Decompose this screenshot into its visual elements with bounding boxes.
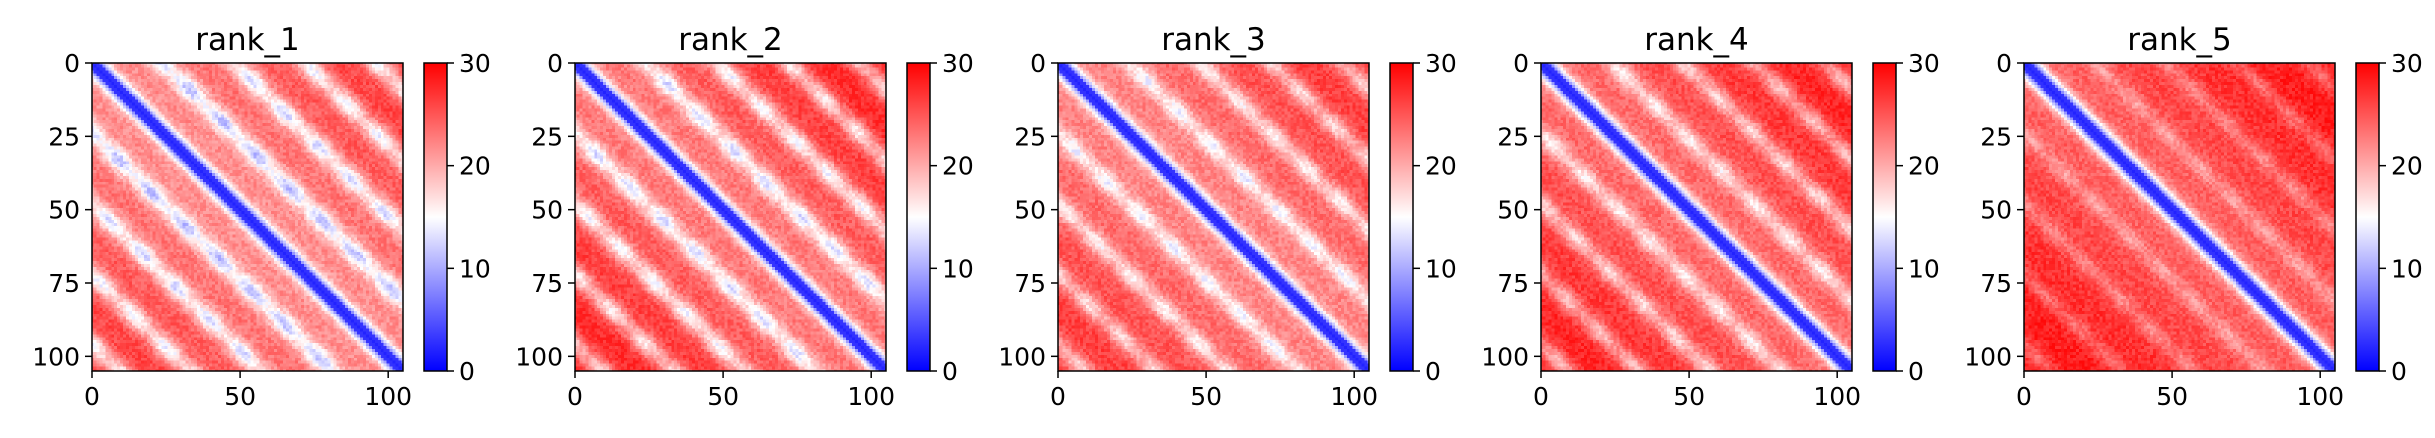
colorbar-tick-label: 0 xyxy=(2391,357,2407,386)
y-tick-label: 50 xyxy=(1980,196,2012,225)
colorbar-tick-label: 0 xyxy=(1425,357,1441,386)
x-tick-label: 100 xyxy=(847,382,895,411)
x-tick-label: 50 xyxy=(224,382,256,411)
heatmap-cells xyxy=(2024,63,2335,371)
colorbar-tick-label: 20 xyxy=(2391,152,2423,181)
colorbar xyxy=(907,63,930,371)
y-tick-label: 50 xyxy=(1014,196,1046,225)
chart-title: rank_4 xyxy=(1644,22,1749,58)
colorbar-tick-label: 10 xyxy=(459,254,491,283)
colorbar-tick-label: 0 xyxy=(942,357,958,386)
chart-title: rank_2 xyxy=(678,22,783,58)
heatmap-cells xyxy=(1541,63,1852,371)
heatmap-cells xyxy=(575,63,886,371)
y-tick-label: 50 xyxy=(1497,196,1529,225)
colorbar xyxy=(424,63,447,371)
y-tick-label: 0 xyxy=(1513,49,1529,78)
colorbar-frame xyxy=(423,62,448,372)
y-tick-label: 0 xyxy=(64,49,80,78)
y-tick-label: 0 xyxy=(547,49,563,78)
colorbar-frame xyxy=(2355,62,2380,372)
plot-frame xyxy=(1057,62,1370,372)
x-tick-label: 50 xyxy=(2156,382,2188,411)
colorbar-tick-label: 0 xyxy=(459,357,475,386)
colorbar-frame xyxy=(1389,62,1414,372)
x-tick-label: 100 xyxy=(364,382,412,411)
y-tick-label: 100 xyxy=(32,342,80,371)
colorbar-tick-label: 10 xyxy=(2391,254,2423,283)
y-tick-label: 75 xyxy=(1497,269,1529,298)
y-tick-label: 75 xyxy=(531,269,563,298)
y-tick-label: 75 xyxy=(48,269,80,298)
x-tick-label: 50 xyxy=(1673,382,1705,411)
x-tick-label: 0 xyxy=(2016,382,2032,411)
y-tick-label: 75 xyxy=(1980,269,2012,298)
colorbar-tick-label: 0 xyxy=(1908,357,1924,386)
y-tick-label: 100 xyxy=(998,342,1046,371)
y-tick-label: 100 xyxy=(1964,342,2012,371)
colorbar-tick-label: 30 xyxy=(1908,49,1940,78)
x-tick-label: 50 xyxy=(707,382,739,411)
x-tick-label: 0 xyxy=(567,382,583,411)
colorbar-tick-label: 20 xyxy=(942,152,974,181)
x-tick-label: 0 xyxy=(1533,382,1549,411)
plot-frame xyxy=(1540,62,1853,372)
y-tick-label: 100 xyxy=(1481,342,1529,371)
colorbar-tick-label: 30 xyxy=(2391,49,2423,78)
x-tick-label: 100 xyxy=(1813,382,1861,411)
plot-frame xyxy=(574,62,887,372)
y-tick-label: 50 xyxy=(48,196,80,225)
plot-frame xyxy=(2023,62,2336,372)
x-tick-label: 100 xyxy=(1330,382,1378,411)
y-tick-label: 75 xyxy=(1014,269,1046,298)
colorbar xyxy=(2356,63,2379,371)
chart-title: rank_5 xyxy=(2127,22,2232,58)
colorbar-tick-label: 30 xyxy=(942,49,974,78)
colorbar xyxy=(1873,63,1896,371)
plot-frame xyxy=(91,62,404,372)
x-tick-label: 50 xyxy=(1190,382,1222,411)
x-tick-label: 0 xyxy=(1050,382,1066,411)
colorbar-tick-label: 20 xyxy=(459,152,491,181)
colorbar-tick-label: 10 xyxy=(1908,254,1940,283)
colorbar-frame xyxy=(906,62,931,372)
x-tick-label: 0 xyxy=(84,382,100,411)
y-tick-label: 0 xyxy=(1030,49,1046,78)
y-tick-label: 100 xyxy=(515,342,563,371)
y-tick-label: 25 xyxy=(1980,122,2012,151)
colorbar-tick-label: 10 xyxy=(1425,254,1457,283)
colorbar-tick-label: 20 xyxy=(1908,152,1940,181)
chart-title: rank_1 xyxy=(195,22,300,58)
colorbar xyxy=(1390,63,1413,371)
y-tick-label: 0 xyxy=(1996,49,2012,78)
colorbar-tick-label: 30 xyxy=(459,49,491,78)
chart-title: rank_3 xyxy=(1161,22,1266,58)
x-tick-label: 100 xyxy=(2296,382,2344,411)
colorbar-frame xyxy=(1872,62,1897,372)
heatmap-cells xyxy=(92,63,403,371)
y-tick-label: 25 xyxy=(531,122,563,151)
y-tick-label: 50 xyxy=(531,196,563,225)
colorbar-tick-label: 10 xyxy=(942,254,974,283)
y-tick-label: 25 xyxy=(48,122,80,151)
heatmap-cells xyxy=(1058,63,1369,371)
colorbar-tick-label: 30 xyxy=(1425,49,1457,78)
y-tick-label: 25 xyxy=(1497,122,1529,151)
colorbar-tick-label: 20 xyxy=(1425,152,1457,181)
y-tick-label: 25 xyxy=(1014,122,1046,151)
